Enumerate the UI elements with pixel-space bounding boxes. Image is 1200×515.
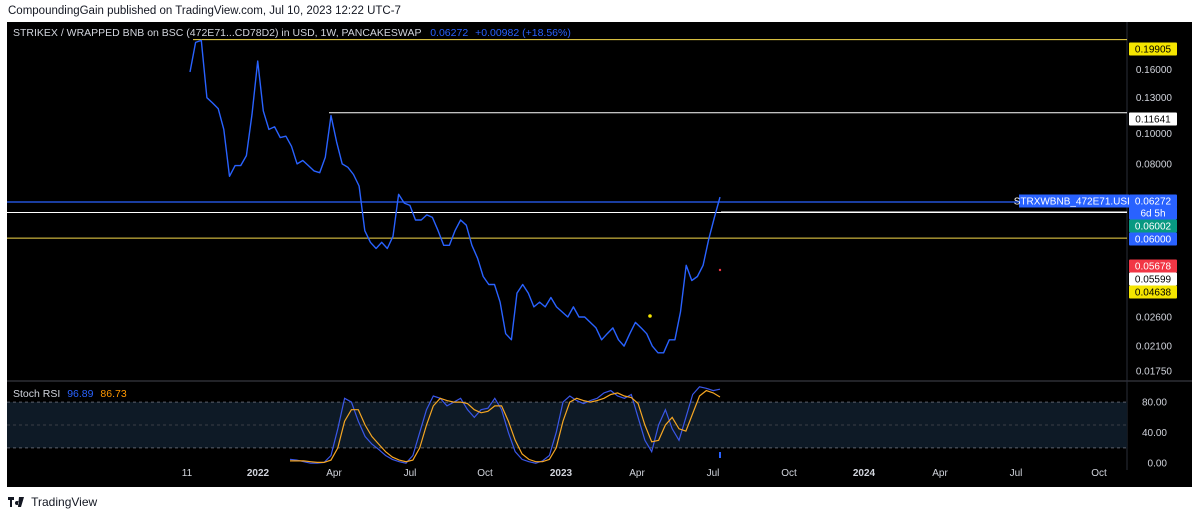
price-tick-label: 0.02100 [1136,342,1173,353]
chart-canvas[interactable]: 0.160000.130000.100000.080000.058470.026… [7,22,1192,487]
level-label: 0.05599 [1135,275,1172,286]
price-tick-label: 0.13000 [1136,93,1173,104]
stoch-tick-label: 80.00 [1142,398,1167,409]
price-tick-label: 0.16000 [1136,65,1173,76]
price-tick-label: 0.08000 [1136,159,1173,170]
level-label-box [1129,112,1177,126]
tradingview-brand[interactable]: TradingView [31,495,98,509]
time-tick-label: Apr [932,468,948,479]
marker-dot [718,268,722,272]
time-tick-label: Oct [781,468,797,479]
stoch-rsi-legend[interactable]: Stoch RSI 96.89 86.73 [13,388,127,400]
level-label: 0.05678 [1135,262,1172,273]
last-price: 0.06272 [430,27,469,39]
stoch-marker [719,452,721,458]
time-tick-label: Jul [1010,468,1023,479]
marker-dot [648,314,652,318]
stoch-d-line [290,389,721,463]
level-label-box [1129,194,1177,208]
time-tick-label: Apr [629,468,645,479]
stoch-rsi-label[interactable]: Stoch RSI [13,388,61,400]
stoch-k-value: 96.89 [67,388,94,400]
price-tick-label: 0.01750 [1136,366,1173,377]
time-tick-label: 2023 [550,468,573,479]
stoch-tick-label: 40.00 [1142,428,1167,439]
level-label: 0.11641 [1135,115,1171,126]
level-label: 0.06002 [1135,222,1172,233]
stoch-k-line [289,386,721,464]
publish-info: CompoundingGain published on TradingView… [8,5,401,17]
time-tick-label: Jul [707,468,720,479]
level-label: 0.04638 [1135,288,1172,299]
level-label-box [1129,285,1177,299]
symbol-name-tag [1019,194,1129,208]
chart-panel[interactable]: 0.160000.130000.100000.080000.058470.026… [7,22,1192,487]
level-label: 0.19905 [1135,45,1172,56]
price-tick-label: 0.02600 [1136,313,1173,324]
stoch-tick-label: 0.00 [1148,459,1168,470]
level-label: 6d 5h [1140,209,1165,220]
tradingview-logo-icon [8,493,24,511]
symbol-name-label: STRXWBNB_472E71.USD [1014,197,1135,208]
time-tick-label: Jul [404,468,417,479]
level-label: 0.06272 [1135,197,1172,208]
stoch-d-value: 86.73 [100,388,127,400]
symbol-legend[interactable]: STRIKEX / WRAPPED BNB on BSC (472E71...C… [13,27,571,39]
level-label-box [1129,206,1177,220]
level-label-box [1129,259,1177,273]
time-tick-label: 2024 [853,468,876,479]
time-tick-label: 2022 [247,468,270,479]
footer[interactable]: TradingView [8,493,97,511]
level-label: 0.06000 [1135,235,1172,246]
symbol-title[interactable]: STRIKEX / WRAPPED BNB on BSC (472E71...C… [13,27,422,39]
time-tick-label: 11 [182,468,193,479]
level-label-box [1129,42,1177,56]
price-change: +0.00982 (+18.56%) [475,27,571,39]
time-tick-label: Apr [326,468,342,479]
level-label-box [1129,219,1177,233]
time-tick-label: Oct [1091,468,1107,479]
level-label-box [1129,272,1177,286]
price-tick-label: 0.10000 [1136,129,1173,140]
price-series-line [189,39,721,354]
level-label-box [1129,232,1177,246]
time-tick-label: Oct [477,468,493,479]
